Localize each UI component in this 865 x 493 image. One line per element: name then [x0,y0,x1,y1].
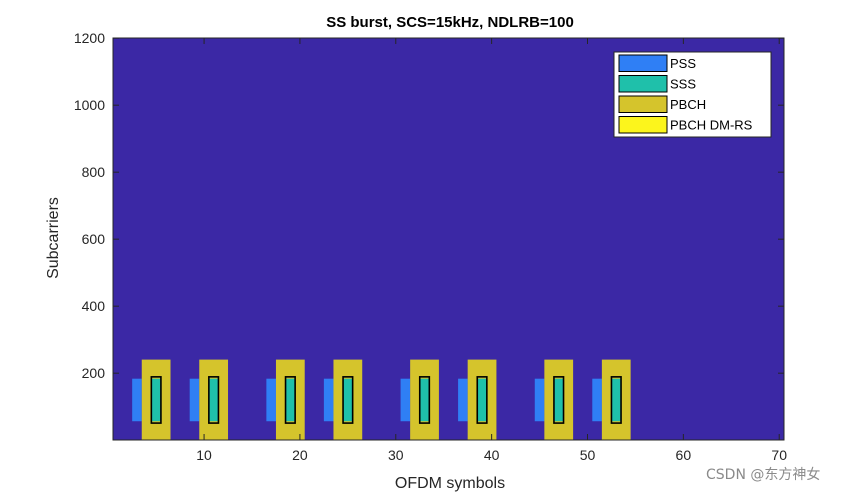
sss-block-7 [611,378,622,422]
x-tick-label-60: 60 [676,447,692,463]
legend: PSS SSS PBCH PBCH DM-RS [613,51,772,138]
sss-block-6 [553,378,564,422]
sss-block-4 [419,378,430,422]
sss-block-1 [208,378,219,422]
pss-block-4 [400,378,411,422]
x-tick-label-40: 40 [484,447,500,463]
legend-swatch-1 [618,75,668,93]
sss-block-5 [477,378,487,422]
y-tick-label-200: 200 [82,365,106,381]
legend-label-3: PBCH DM-RS [670,118,753,133]
x-axis-label: OFDM symbols [395,475,505,492]
y-axis-label: Subcarriers [45,197,62,279]
pss-block-7 [592,378,602,422]
ticks: 10 20 30 40 50 60 70 200 400 600 800 1000 1200 [74,30,787,463]
legend-label-1: SSS [670,77,696,92]
sss-outline-0 [150,376,162,424]
sss-outline-2 [284,376,296,424]
legend-label-0: PSS [670,56,696,71]
sss-outline-4 [418,376,431,424]
x-tick-label-20: 20 [292,447,308,463]
chart-title: SS burst, SCS=15kHz, NDLRB=100 [326,14,574,31]
sss-outline-3 [342,376,354,424]
legend-label-2: PBCH [670,97,706,112]
y-tick-label-1200: 1200 [74,30,105,46]
y-tick-label-800: 800 [82,164,106,180]
x-tick-label-70: 70 [771,447,787,463]
sss-outline-6 [553,376,565,424]
legend-swatch-0 [618,54,668,72]
sss-block-0 [151,378,161,422]
legend-swatch-2 [618,95,668,113]
sss-block-3 [343,378,353,422]
sss-block-2 [285,378,296,422]
pss-block-0 [132,378,142,422]
x-tick-label-50: 50 [580,447,596,463]
sss-outline-1 [208,376,220,424]
sss-outline-5 [476,376,488,424]
y-tick-label-1000: 1000 [74,97,105,113]
y-tick-label-600: 600 [82,231,106,247]
x-tick-label-30: 30 [388,447,404,463]
legend-swatch-3 [618,116,668,134]
pss-block-3 [323,378,334,422]
pss-block-5 [458,378,468,422]
x-tick-label-10: 10 [196,447,212,463]
pss-block-1 [189,378,200,422]
y-tick-label-400: 400 [82,298,106,314]
watermark: CSDN @东方神女 [706,467,821,483]
sss-outline-7 [610,376,622,424]
ssb-cells [132,359,631,440]
pss-block-6 [534,378,545,422]
pss-block-2 [266,378,276,422]
